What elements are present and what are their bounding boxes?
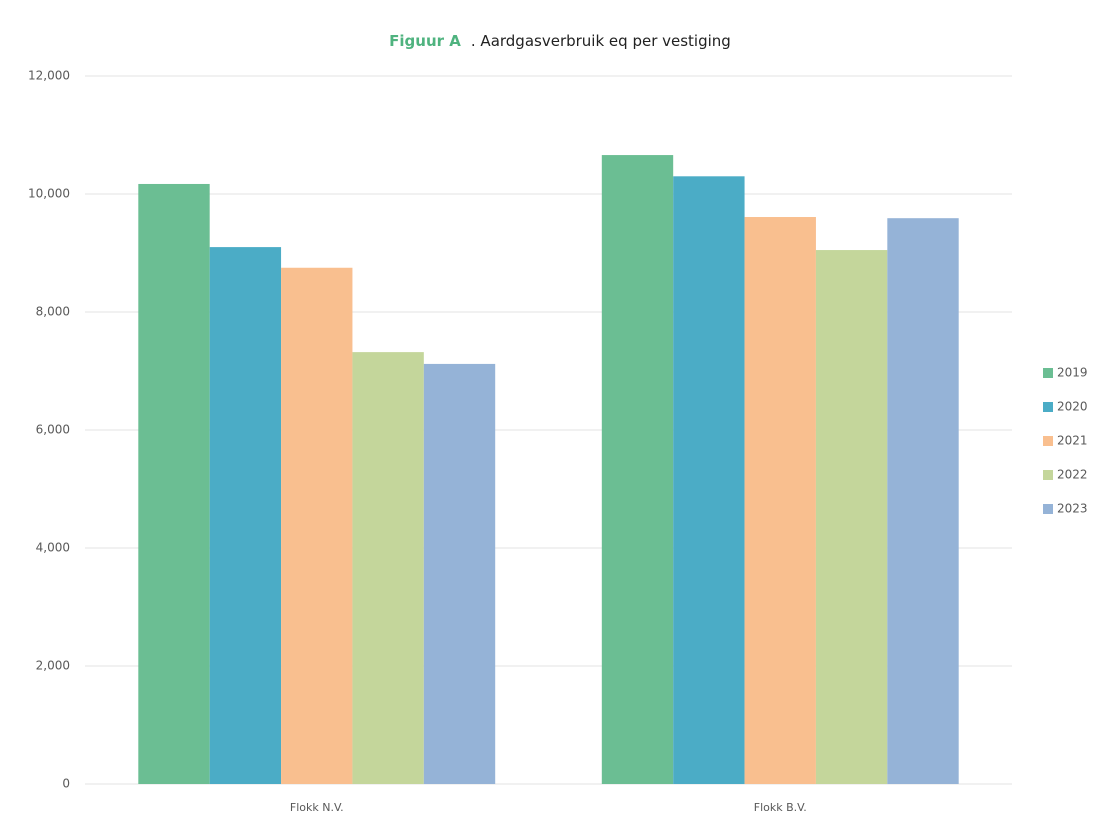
bar bbox=[673, 176, 745, 785]
bar bbox=[744, 217, 816, 784]
x-tick-label: Flokk N.V. bbox=[290, 801, 344, 814]
y-tick-label: 2,000 bbox=[36, 659, 70, 673]
bar bbox=[352, 352, 424, 784]
bar bbox=[887, 218, 959, 784]
bar bbox=[209, 247, 282, 785]
legend-label: 2023 bbox=[1057, 502, 1088, 516]
legend-label: 2021 bbox=[1057, 434, 1088, 448]
bar bbox=[423, 363, 496, 784]
y-tick-label: 4,000 bbox=[36, 541, 70, 555]
legend-label: 2019 bbox=[1057, 366, 1088, 380]
y-tick-label: 0 bbox=[62, 777, 70, 791]
legend-label: 2022 bbox=[1057, 468, 1088, 482]
legend-label: 2020 bbox=[1057, 400, 1088, 414]
y-tick-label: 10,000 bbox=[28, 187, 70, 201]
y-tick-label: 6,000 bbox=[36, 423, 70, 437]
bar bbox=[138, 183, 210, 785]
legend-swatch bbox=[1043, 402, 1053, 412]
title-text: . Aardgasverbruik eq per vestiging bbox=[471, 32, 731, 50]
legend-swatch bbox=[1043, 436, 1053, 446]
legend-swatch bbox=[1043, 504, 1053, 514]
title-prefix: Figuur A bbox=[389, 32, 461, 50]
bar bbox=[281, 267, 353, 784]
chart-title: Figuur A . Aardgasverbruik eq per vestigi… bbox=[389, 32, 731, 50]
x-tick-label: Flokk B.V. bbox=[754, 801, 807, 814]
legend-swatch bbox=[1043, 368, 1053, 378]
bar bbox=[601, 155, 674, 784]
bar bbox=[815, 250, 888, 785]
legend-swatch bbox=[1043, 470, 1053, 480]
y-tick-label: 12,000 bbox=[28, 69, 70, 83]
y-tick-label: 8,000 bbox=[36, 305, 70, 319]
